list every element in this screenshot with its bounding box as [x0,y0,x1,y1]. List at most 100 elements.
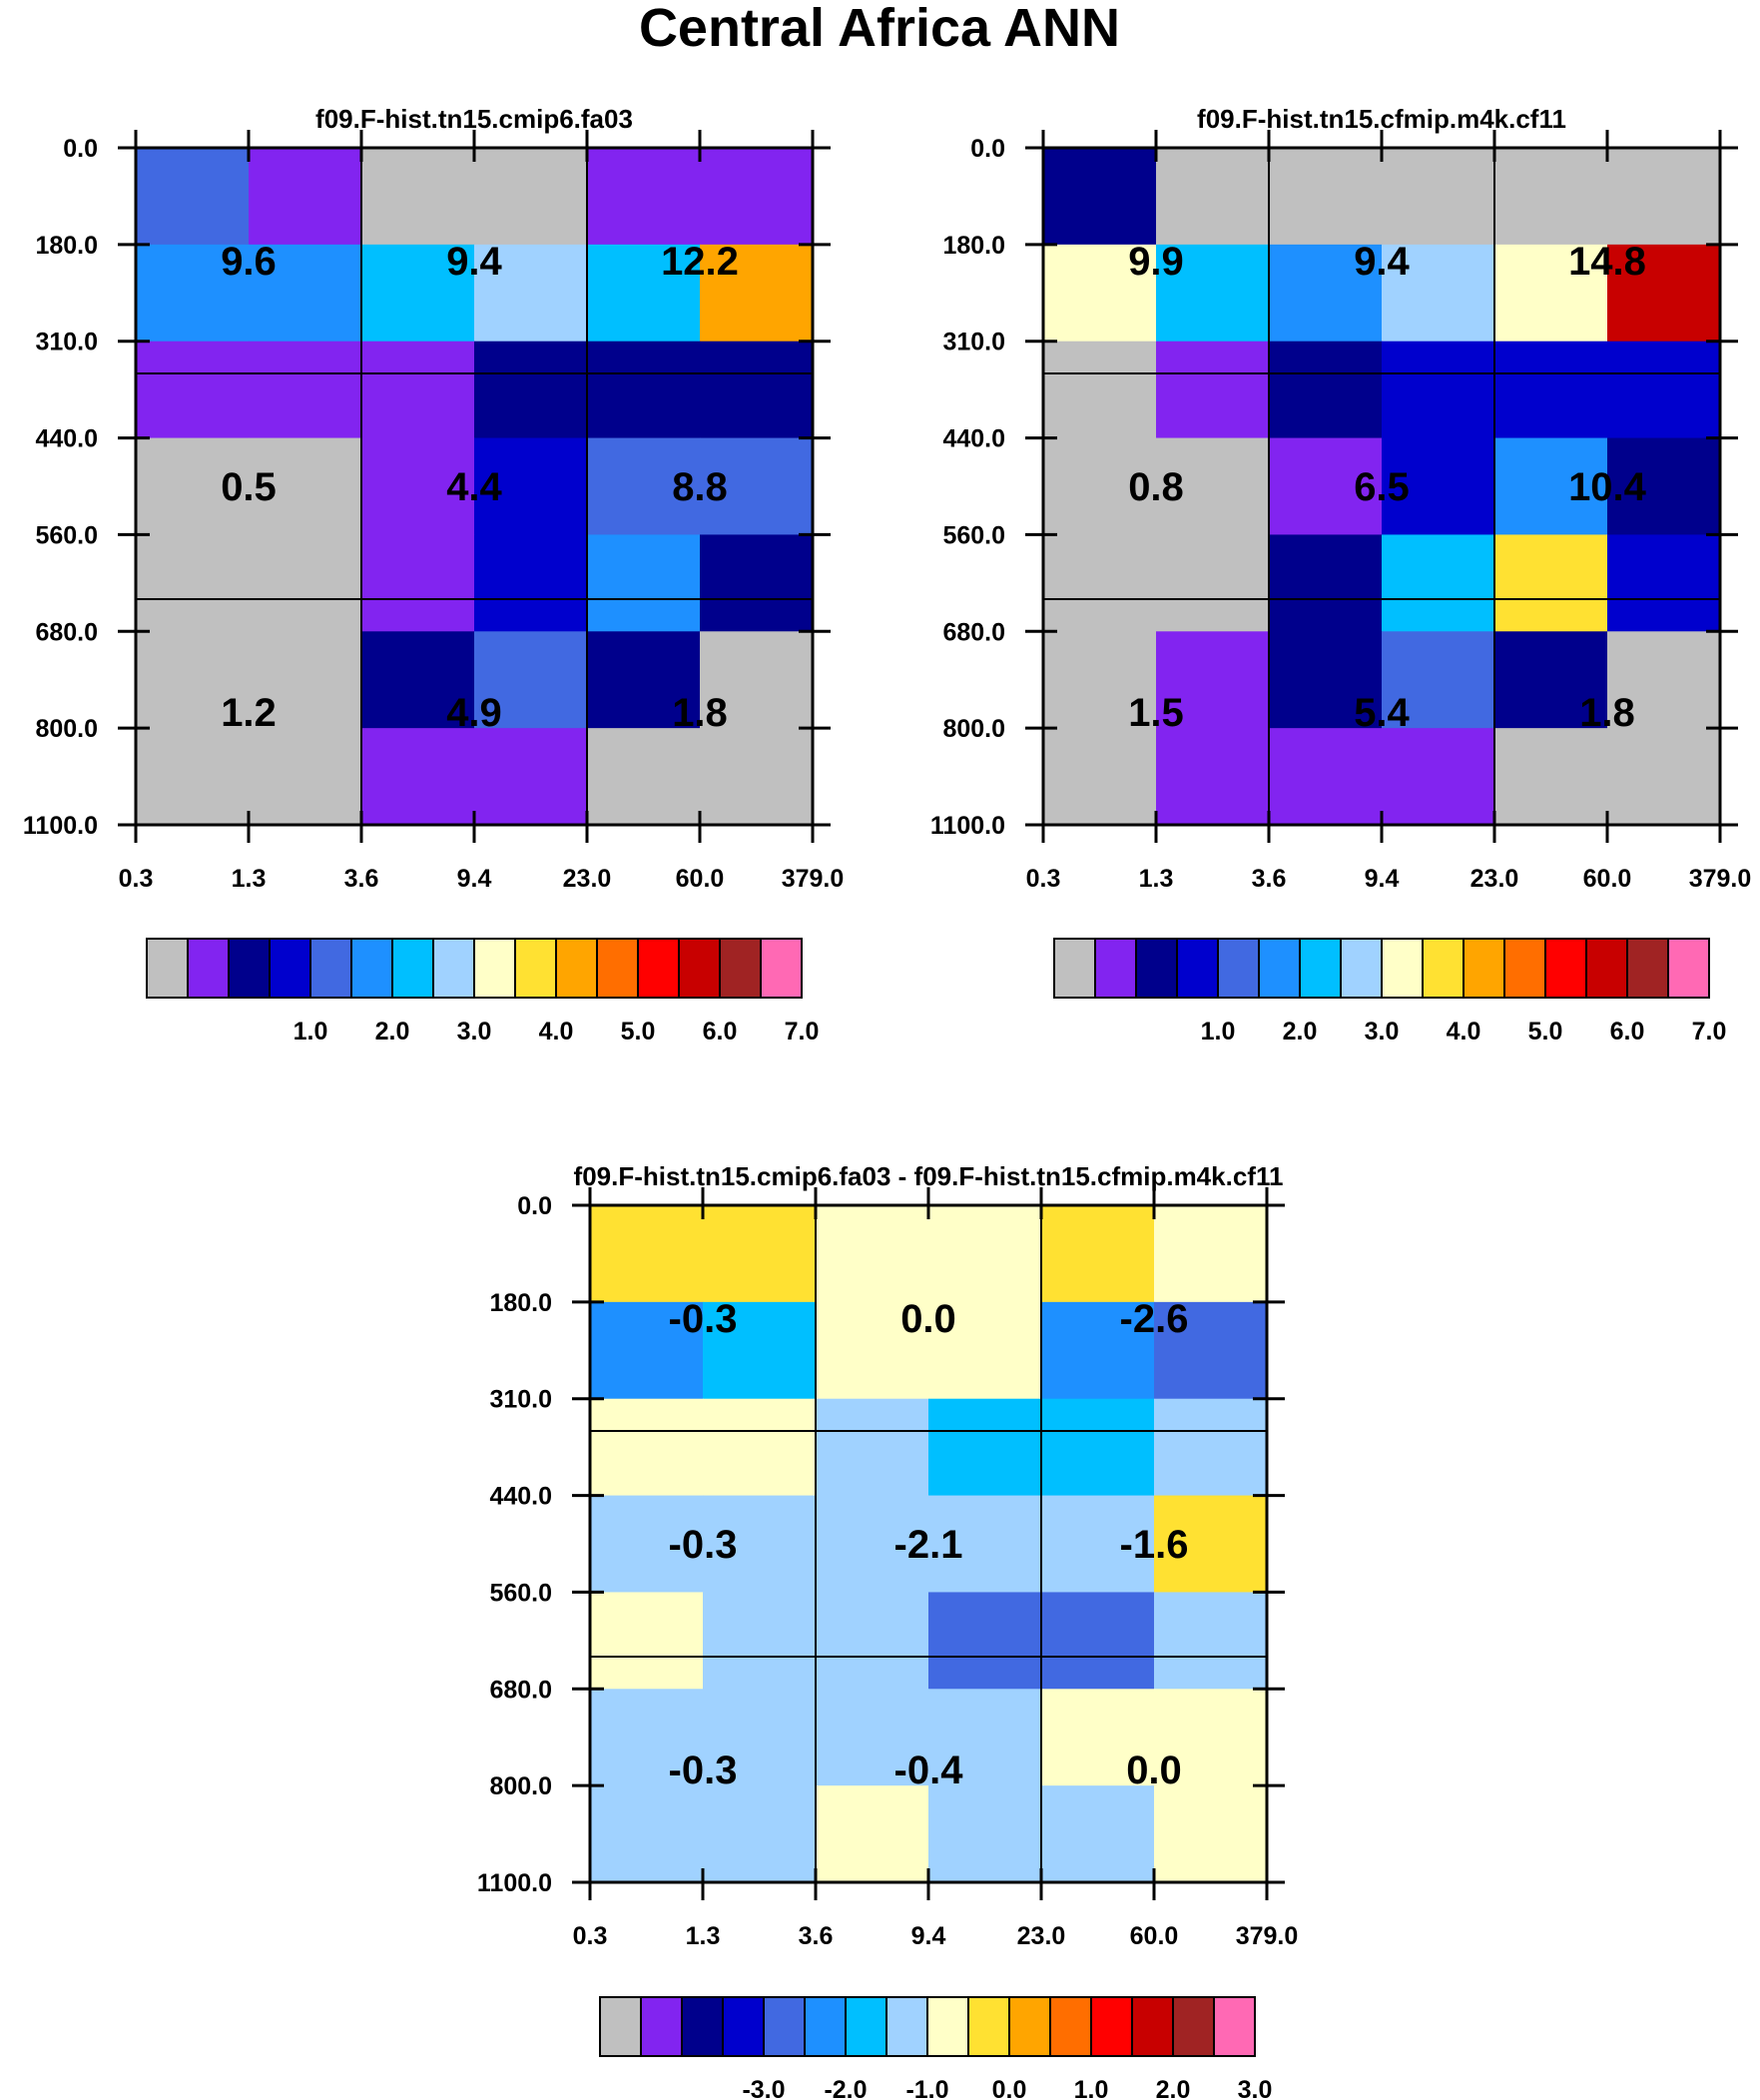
colorbar-swatch [473,938,516,999]
heatmap-cell [700,534,814,632]
heatmap-cell [249,341,362,439]
cell-value-label: 4.9 [446,691,502,735]
heatmap-cell [1154,1592,1268,1690]
heatmap-cell [136,631,250,729]
heatmap-cell [703,1592,817,1690]
colorbar-swatch [1299,938,1342,999]
heatmap-cell [249,728,362,826]
colorbar-tick-label: 1.0 [293,1018,328,1046]
y-tick-label: 560.0 [942,521,1005,549]
heatmap-cell [249,534,362,632]
heatmap-cell [361,728,475,826]
y-tick-label: 310.0 [942,329,1005,356]
x-tick-label: 9.4 [457,865,492,893]
heatmap-cell [1156,631,1270,729]
colorbar-tick-label: 4.0 [539,1018,574,1046]
heatmap-cell [700,148,814,246]
heatmap-cell [136,148,250,246]
heatmap-cell [590,1301,704,1400]
heatmap-cell [703,1785,817,1883]
heatmap-cell [1494,728,1608,826]
y-tick-label: 1100.0 [477,1869,552,1897]
heatmap-cell [1382,148,1495,246]
cell-value-label: 9.4 [446,240,502,284]
heatmap-cell [816,1301,929,1400]
heatmap-cell [1607,437,1721,536]
y-tick-label: 680.0 [35,618,98,646]
colorbar-swatch [599,1996,642,2057]
heatmap-cell [816,1592,929,1690]
colorbar-swatch [1176,938,1219,999]
heatmap-cell [1494,437,1608,536]
heatmap-cell [1607,341,1721,439]
colorbar-tick-label: -1.0 [905,2076,948,2100]
colorbar-swatch [1463,938,1505,999]
heatmap-cell [816,1495,929,1594]
heatmap-cell [1043,437,1157,536]
heatmap-cell [1382,728,1495,826]
colorbar-swatch [269,938,311,999]
x-tick-label: 1.3 [232,865,267,893]
cell-value-label: 8.8 [672,465,728,509]
cell-value-label: 1.2 [221,691,277,735]
heatmap-cell [1269,148,1383,246]
heatmap-cell [1382,244,1495,343]
heatmap-cell [1041,1592,1155,1690]
y-tick-label: 440.0 [489,1483,552,1511]
y-tick-label: 800.0 [942,715,1005,743]
cell-value-label: -0.3 [669,1749,738,1792]
heatmap-cell [816,1398,929,1497]
heatmap-cell [590,1689,704,1786]
colorbar-tick-label: 3.0 [1365,1018,1400,1046]
heatmap-cell [587,148,701,246]
heatmap-cell [1382,534,1495,632]
colorbar-swatch [845,1996,887,2057]
x-tick-label: 379.0 [1236,1922,1299,1950]
heatmap-cell [1607,728,1721,826]
chart-panel-3: f09.F-hist.tn15.cmip6.fa03 - f09.F-hist.… [477,1161,1298,2100]
heatmap-cell [703,1205,817,1303]
colorbar-swatch [1544,938,1587,999]
x-tick-label: 0.3 [119,865,154,893]
colorbar-swatch [187,938,230,999]
colorbar-swatch [967,1996,1010,2057]
heatmap-cell [136,437,250,536]
heatmap-cell [928,1689,1042,1786]
heatmap-cell [587,534,701,632]
colorbar-tick-label: 4.0 [1447,1018,1481,1046]
heatmap-cell [136,534,250,632]
x-tick-label: 60.0 [676,865,725,893]
x-tick-label: 0.3 [1026,865,1061,893]
cell-value-label: 10.4 [1568,465,1647,509]
x-tick-label: 1.3 [1139,865,1174,893]
cell-value-label: 0.5 [221,465,277,509]
heatmap-cell [590,1495,704,1594]
cell-value-label: 0.0 [1126,1749,1182,1792]
y-tick-label: 180.0 [35,232,98,260]
heatmap-cell [1382,437,1495,536]
heatmap-cell [1041,1301,1155,1400]
colorbar-swatch [1381,938,1424,999]
heatmap-cell [1043,244,1157,343]
colorbar: 1.0 2.0 3.0 4.0 5.0 6.0 7.0 [1053,938,1726,1046]
cell-value-label: 1.5 [1128,691,1184,735]
x-tick-label: 0.3 [573,1922,608,1950]
y-tick-label: 0.0 [63,135,98,163]
heatmap-cell [136,341,250,439]
cell-value-label: 12.2 [661,240,739,284]
heatmap-cell [928,1205,1042,1303]
heatmap-cell [474,244,588,343]
heatmap-cell [1269,728,1383,826]
colorbar-swatch [391,938,434,999]
chart-panel-2: f09.F-hist.tn15.cfmip.m4k.cf11 0.0 180.0 31… [930,104,1751,1046]
colorbar-swatch [1090,1996,1133,2057]
x-tick-label: 9.4 [1365,865,1400,893]
colorbar-swatch [146,938,189,999]
x-tick-label: 60.0 [1583,865,1632,893]
heatmap-cell [700,631,814,729]
cell-value-label: -0.3 [669,1297,738,1341]
colorbar-swatch [1503,938,1546,999]
cell-value-label: 9.6 [221,240,277,284]
colorbar-swatch [1053,938,1096,999]
heatmap-cell [136,728,250,826]
